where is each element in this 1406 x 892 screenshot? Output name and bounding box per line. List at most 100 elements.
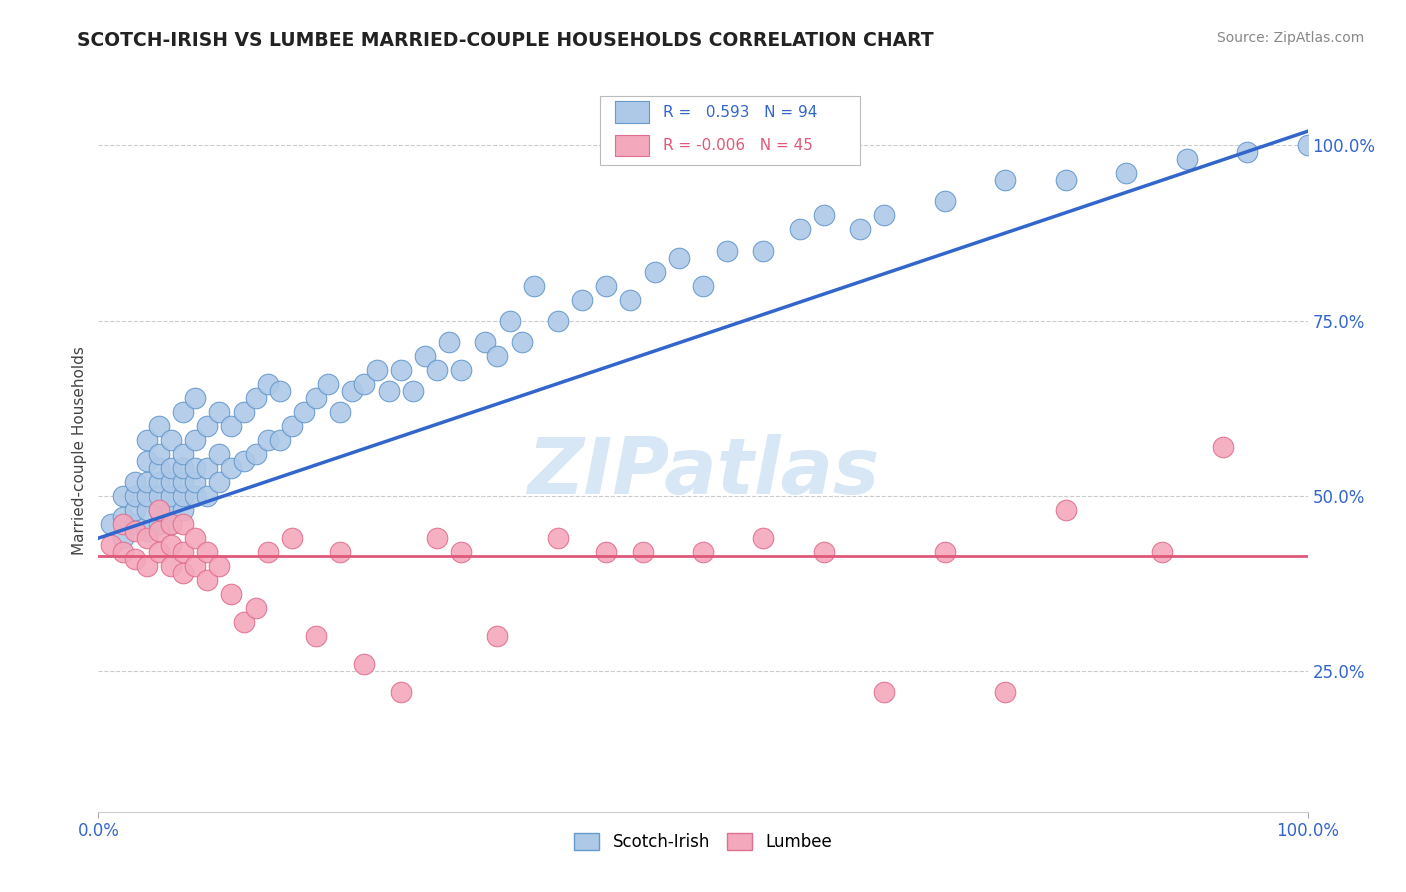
Point bbox=[510, 334, 533, 349]
Point bbox=[135, 489, 157, 503]
Point bbox=[1054, 503, 1077, 517]
Point bbox=[208, 475, 231, 489]
Point bbox=[124, 489, 146, 503]
Point bbox=[1212, 440, 1234, 454]
FancyBboxPatch shape bbox=[600, 96, 860, 165]
Point bbox=[148, 545, 170, 559]
Point bbox=[245, 601, 267, 615]
Point bbox=[148, 418, 170, 433]
Text: R =   0.593   N = 94: R = 0.593 N = 94 bbox=[664, 105, 817, 120]
Point bbox=[813, 209, 835, 223]
Point bbox=[752, 531, 775, 545]
Point bbox=[184, 461, 207, 475]
Point bbox=[377, 384, 399, 398]
Point bbox=[172, 489, 194, 503]
Point bbox=[305, 629, 328, 643]
Point bbox=[716, 244, 738, 258]
Point bbox=[571, 293, 593, 307]
Point bbox=[100, 538, 122, 552]
Point bbox=[256, 433, 278, 447]
Point bbox=[619, 293, 641, 307]
Text: SCOTCH-IRISH VS LUMBEE MARRIED-COUPLE HOUSEHOLDS CORRELATION CHART: SCOTCH-IRISH VS LUMBEE MARRIED-COUPLE HO… bbox=[77, 31, 934, 50]
Point bbox=[172, 566, 194, 581]
Point bbox=[148, 503, 170, 517]
Point bbox=[195, 573, 218, 587]
Point bbox=[124, 503, 146, 517]
Legend: Scotch-Irish, Lumbee: Scotch-Irish, Lumbee bbox=[568, 826, 838, 857]
Point bbox=[281, 531, 304, 545]
Point bbox=[160, 517, 183, 532]
Point bbox=[148, 517, 170, 532]
Point bbox=[124, 524, 146, 538]
Point bbox=[1054, 173, 1077, 187]
Point bbox=[184, 531, 207, 545]
Point bbox=[994, 173, 1017, 187]
Point bbox=[124, 552, 146, 566]
Point bbox=[172, 503, 194, 517]
Point bbox=[329, 545, 352, 559]
Point bbox=[474, 334, 496, 349]
Point bbox=[329, 405, 352, 419]
Point bbox=[1152, 545, 1174, 559]
Point bbox=[256, 545, 278, 559]
Point bbox=[160, 538, 183, 552]
Point bbox=[873, 209, 896, 223]
Point bbox=[269, 433, 291, 447]
Point bbox=[195, 489, 218, 503]
Point bbox=[547, 531, 569, 545]
Point bbox=[849, 222, 872, 236]
Point bbox=[547, 314, 569, 328]
Point bbox=[172, 545, 194, 559]
Point bbox=[160, 475, 183, 489]
Point bbox=[135, 531, 157, 545]
Point bbox=[100, 517, 122, 532]
Point bbox=[160, 489, 183, 503]
Point bbox=[523, 278, 546, 293]
Point bbox=[450, 545, 472, 559]
Point bbox=[316, 376, 339, 391]
Point bbox=[232, 405, 254, 419]
Point bbox=[111, 510, 134, 524]
Point bbox=[221, 418, 243, 433]
Point bbox=[1296, 138, 1319, 153]
Point bbox=[644, 264, 666, 278]
Point bbox=[172, 405, 194, 419]
Point bbox=[148, 475, 170, 489]
Point bbox=[342, 384, 364, 398]
Point bbox=[135, 503, 157, 517]
FancyBboxPatch shape bbox=[614, 102, 648, 123]
Point bbox=[281, 418, 304, 433]
Point bbox=[111, 517, 134, 532]
Point bbox=[135, 433, 157, 447]
Point bbox=[184, 489, 207, 503]
Point bbox=[160, 517, 183, 532]
Point bbox=[172, 475, 194, 489]
Point bbox=[402, 384, 425, 398]
Point bbox=[1115, 166, 1137, 180]
Point bbox=[111, 531, 134, 545]
Point bbox=[160, 461, 183, 475]
Point bbox=[426, 531, 449, 545]
Point bbox=[692, 545, 714, 559]
Point bbox=[124, 475, 146, 489]
Point bbox=[1236, 145, 1258, 160]
Point bbox=[160, 559, 183, 574]
Point bbox=[305, 391, 328, 405]
Point bbox=[269, 384, 291, 398]
Point bbox=[135, 524, 157, 538]
Point bbox=[486, 629, 509, 643]
Point bbox=[208, 447, 231, 461]
Point bbox=[389, 363, 412, 377]
Point bbox=[160, 503, 183, 517]
Point bbox=[184, 433, 207, 447]
Point bbox=[498, 314, 520, 328]
Point bbox=[232, 615, 254, 630]
Point bbox=[172, 517, 194, 532]
Text: R = -0.006   N = 45: R = -0.006 N = 45 bbox=[664, 138, 813, 153]
Point bbox=[135, 559, 157, 574]
Point bbox=[111, 489, 134, 503]
Point bbox=[692, 278, 714, 293]
Point bbox=[752, 244, 775, 258]
Point bbox=[195, 418, 218, 433]
Point bbox=[292, 405, 315, 419]
